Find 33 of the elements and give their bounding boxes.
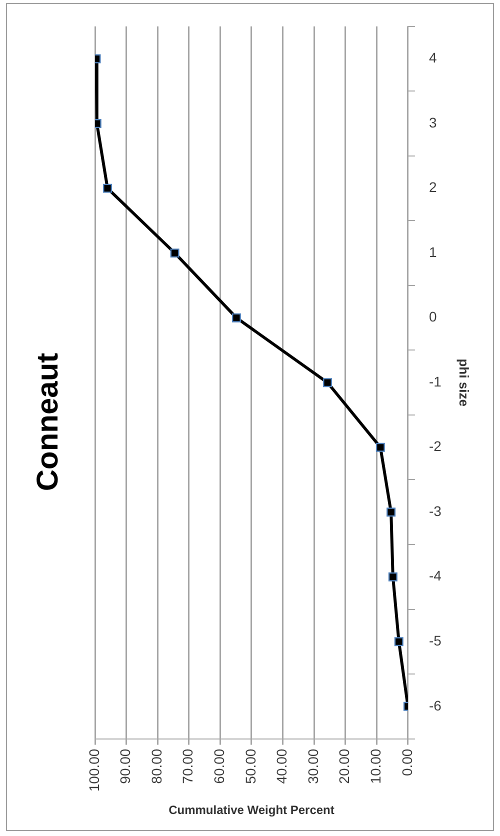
y-tick-label: -1 (428, 373, 442, 390)
point (323, 378, 332, 388)
point (170, 248, 180, 258)
y-tick-label: 2 (428, 179, 437, 196)
x-tick-label: 10.00 (368, 748, 384, 784)
y-tick-label: 0 (428, 308, 437, 325)
x-tick-label: 90.00 (117, 748, 134, 784)
point (376, 442, 385, 452)
point (103, 184, 112, 193)
text: Conneaut (31, 352, 64, 492)
x-tick-label: 20.00 (336, 748, 352, 784)
y-tick-label: 3 (428, 114, 437, 130)
x-axis-title: Cummulative Weight Percent (168, 803, 334, 818)
x-tick-label: 70.00 (180, 748, 196, 784)
x-tick-label: 80.00 (148, 748, 164, 784)
y-tick-label: -5 (428, 632, 442, 648)
x-tick-label: 50.00 (242, 748, 258, 784)
x-tick-label: 0.00 (398, 748, 415, 776)
point (232, 313, 241, 322)
point (386, 508, 396, 517)
x-tick-label: 100.00 (86, 748, 102, 792)
y-tick-label: -4 (428, 568, 442, 584)
y-tick-label: -6 (428, 697, 442, 714)
y-tick-label: -3 (428, 502, 442, 519)
x-tick-label: 60.00 (211, 748, 228, 784)
y-tick-label: 4 (428, 50, 437, 66)
y-tick-label: -2 (428, 438, 442, 454)
y-tick-label: 1 (428, 244, 437, 260)
point (394, 637, 404, 646)
point (388, 572, 398, 582)
x-tick-label: 30.00 (304, 748, 321, 784)
x-tick-label: 40.00 (274, 748, 290, 784)
y-axis-title: phi size (456, 358, 472, 406)
